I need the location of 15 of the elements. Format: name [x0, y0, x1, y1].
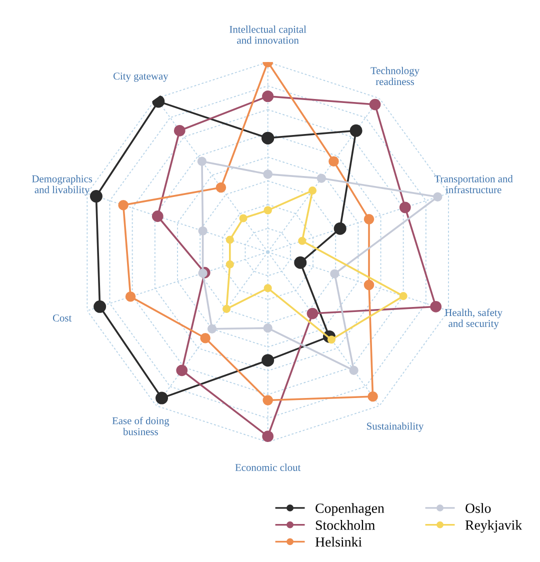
- legend-label: Helsinki: [315, 536, 362, 547]
- spoke-label: Sustainability: [367, 422, 424, 432]
- spoke-label: City gateway: [113, 72, 168, 82]
- spoke-label: Cost: [52, 314, 72, 322]
- spoke-label: Economic clout: [235, 464, 301, 472]
- legend-label: Stockholm: [316, 520, 375, 530]
- spoke-label: Demographics and livability: [32, 175, 92, 196]
- legend-label: Oslo: [466, 503, 491, 513]
- legend-label: Reykjavik: [465, 520, 522, 533]
- spoke-label: Ease of doing business: [112, 416, 170, 436]
- spoke-label: Health, safety and security: [444, 308, 502, 330]
- spoke-label: Technology readiness: [370, 66, 420, 86]
- legend-label: Copenhagen: [316, 503, 384, 516]
- spoke-label: Transportation and infrastructure: [434, 175, 513, 194]
- spoke-label: Intellectual capital and innovation: [230, 26, 306, 44]
